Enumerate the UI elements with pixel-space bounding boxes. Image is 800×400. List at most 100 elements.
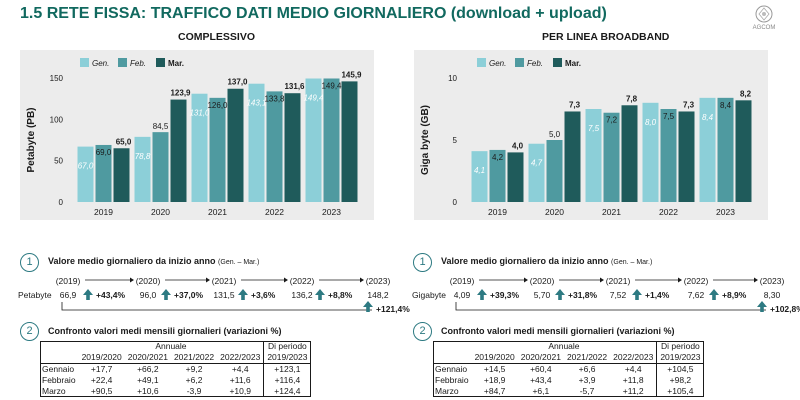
unit-label: Petabyte (18, 290, 52, 300)
table-frame (40, 341, 311, 397)
legend-swatch (80, 58, 89, 67)
bar (585, 109, 602, 202)
growth-title-text: Valore medio giornaliero da inizio anno (441, 256, 609, 266)
table-col-header: 2020/2021 (517, 352, 564, 364)
change-percent: +8,9% (722, 290, 747, 300)
table-period-header: Di periodo (656, 341, 704, 352)
y-tick-label: 0 (59, 198, 64, 207)
growth-title-text: Valore medio giornaliero da inizio anno (48, 256, 216, 266)
growth-title-right: Valore medio giornaliero da inizio anno … (441, 256, 652, 266)
growth-title-left: Valore medio giornaliero da inizio anno … (48, 256, 259, 266)
data-label: 131,6 (284, 82, 305, 91)
legend-swatch (515, 58, 524, 67)
growth-subtitle: (Gen. – Mar.) (218, 259, 260, 266)
period-value: 5,70 (534, 290, 551, 300)
bar (528, 143, 545, 202)
table-title-right: Confronto valori medi mensili giornalier… (441, 326, 675, 336)
connector-arrowhead (360, 277, 364, 283)
data-label: 7,8 (626, 94, 638, 103)
y-tick-label: 150 (50, 74, 64, 83)
data-label: 84,5 (153, 122, 169, 131)
arrow-up-icon (315, 289, 325, 300)
arrow-up-icon (161, 289, 171, 300)
table-cell: +9,2 (185, 364, 203, 374)
arrow-up-icon (757, 301, 767, 312)
table-cell: +84,7 (483, 386, 506, 396)
data-label: 145,9 (341, 70, 362, 79)
table-cell: +123,1 (263, 363, 311, 375)
year-label: (2023) (760, 276, 785, 286)
data-label: 4,1 (474, 166, 485, 175)
year-label: (2023) (366, 276, 391, 286)
bar (546, 140, 563, 202)
table-col-header: 2019/2023 (656, 352, 704, 364)
connector-arrowhead (284, 277, 288, 283)
table-group-header: Annuale (155, 341, 187, 351)
unit-label: Gigabyte (412, 290, 446, 300)
table-cell: +90,5 (90, 386, 113, 396)
table-cell: +22,4 (90, 375, 113, 385)
y-tick-label: 10 (448, 74, 457, 83)
table-col-header: 2019/2020 (78, 352, 125, 364)
period-value: 4,09 (454, 290, 471, 300)
growth-subtitle: (Gen. – Mar.) (611, 259, 653, 266)
arrow-up-icon (238, 289, 248, 300)
data-label: 4,0 (512, 141, 524, 150)
bar (660, 109, 677, 202)
change-percent: +43,4% (96, 290, 126, 300)
table-row-label: Marzo (42, 386, 66, 396)
bar (191, 93, 208, 202)
bar (621, 105, 638, 202)
table-cell: +104,5 (656, 363, 704, 375)
x-tick-label: 2020 (545, 207, 564, 217)
table-row: Gennaio +17,7 +66,2 +9,2 +4,4 +123,1 (40, 363, 311, 375)
table-row-label: Febbraio (435, 375, 469, 385)
chart-title-complessivo: COMPLESSIVO (178, 31, 256, 43)
table-col-header: 2019/2020 (471, 352, 518, 364)
table-cell: +43,4 (530, 375, 552, 385)
legend-label: Mar. (565, 59, 581, 68)
year-label: (2019) (56, 276, 81, 286)
table-col-header: 2022/2023 (610, 352, 657, 364)
section-number-right-1: 1 (413, 253, 432, 272)
total-bracket (455, 302, 766, 311)
period-value: 7,62 (688, 290, 705, 300)
data-label: 8,4 (702, 113, 714, 122)
table-cell: +66,2 (137, 364, 159, 374)
bar (227, 88, 244, 202)
connector-arrowhead (524, 277, 528, 283)
table-period-header: Di periodo (263, 341, 311, 352)
table-corner (433, 352, 472, 364)
table-cell: -5,7 (579, 386, 595, 396)
legend-label: Gen. (489, 59, 506, 68)
bar (642, 102, 659, 202)
data-label: 7,5 (663, 112, 675, 121)
x-tick-label: 2023 (322, 207, 341, 217)
table-cell: +49,1 (137, 375, 159, 385)
data-label: 78,8 (135, 152, 151, 161)
table-row-label: Gennaio (435, 364, 468, 374)
connector-arrowhead (206, 277, 210, 283)
table-row-label: Marzo (435, 386, 459, 396)
x-tick-label: 2019 (488, 207, 507, 217)
growth-timeline-gigabyte: Gigabyte (2019) 4,09 +39,3% (2020) 5,70 +31,8%… (412, 276, 800, 314)
table-col-header: 2019/2023 (263, 352, 311, 364)
bar (113, 148, 130, 202)
legend-swatch (477, 58, 486, 67)
logo-emblem-icon (755, 5, 773, 23)
bar (735, 100, 752, 202)
table-cell: +6,2 (185, 375, 203, 385)
total-change: +121,4% (376, 304, 410, 314)
data-label: 7,2 (606, 116, 618, 125)
x-tick-label: 2023 (716, 207, 735, 217)
table-row: Febbraio +18,9 +43,4 +3,9 +11,8 +98,2 (433, 375, 704, 386)
table-cell: +3,9 (578, 375, 596, 385)
data-label: 131,0 (189, 109, 210, 118)
connector-arrowhead (754, 277, 758, 283)
growth-timeline-petabyte: Petabyte (2019) 66,9 +43,4% (2020) 96,0 +37,0%… (18, 276, 410, 314)
logo-text: AGCOM (752, 25, 776, 31)
variation-table-gigabyte: Annuale Di periodo 2019/2020 2020/2021 2… (433, 341, 704, 397)
bar (152, 132, 169, 202)
data-label: 4,2 (492, 153, 504, 162)
bar (489, 149, 506, 202)
